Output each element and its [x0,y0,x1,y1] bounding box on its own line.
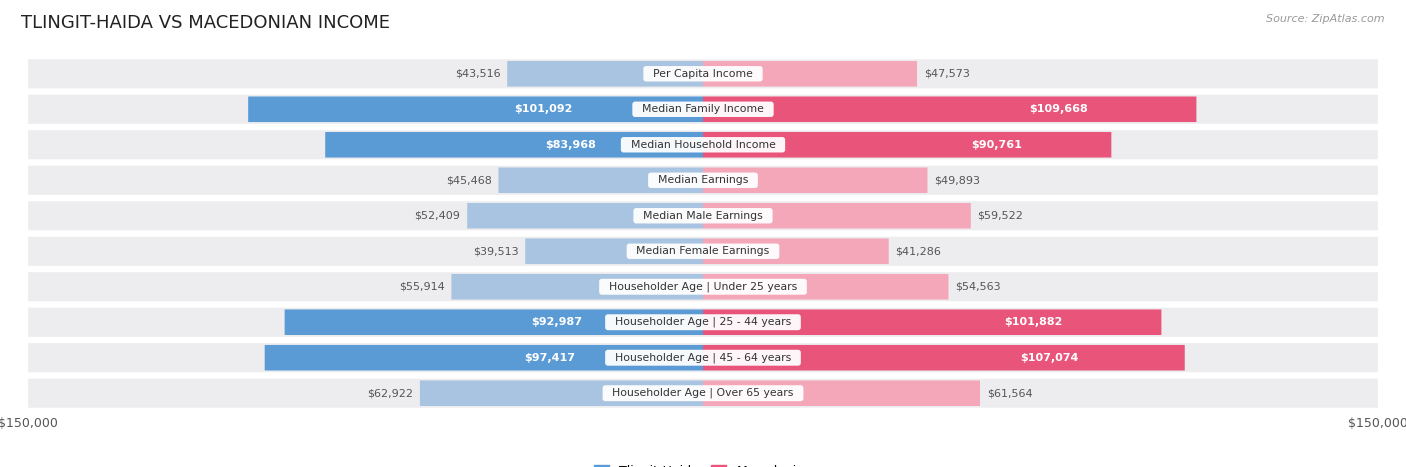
FancyBboxPatch shape [28,308,1378,337]
Text: Householder Age | Under 25 years: Householder Age | Under 25 years [602,282,804,292]
Text: $59,522: $59,522 [977,211,1024,221]
Text: $41,286: $41,286 [896,246,942,256]
Text: $47,573: $47,573 [924,69,970,79]
FancyBboxPatch shape [28,237,1378,266]
FancyBboxPatch shape [28,201,1378,230]
Text: Median Earnings: Median Earnings [651,175,755,185]
Text: Median Male Earnings: Median Male Earnings [636,211,770,221]
Text: $101,092: $101,092 [515,104,574,114]
FancyBboxPatch shape [264,345,703,370]
FancyBboxPatch shape [28,272,1378,301]
Text: $54,563: $54,563 [955,282,1001,292]
FancyBboxPatch shape [703,274,949,299]
Text: Householder Age | 25 - 44 years: Householder Age | 25 - 44 years [607,317,799,327]
FancyBboxPatch shape [526,239,703,264]
Text: Median Family Income: Median Family Income [636,104,770,114]
Text: Householder Age | 45 - 64 years: Householder Age | 45 - 64 years [607,353,799,363]
FancyBboxPatch shape [28,59,1378,88]
Text: $101,882: $101,882 [1004,317,1062,327]
FancyBboxPatch shape [703,168,928,193]
Text: $49,893: $49,893 [934,175,980,185]
FancyBboxPatch shape [703,239,889,264]
Text: $43,516: $43,516 [454,69,501,79]
Text: $45,468: $45,468 [446,175,492,185]
Text: TLINGIT-HAIDA VS MACEDONIAN INCOME: TLINGIT-HAIDA VS MACEDONIAN INCOME [21,14,389,32]
FancyBboxPatch shape [703,61,917,86]
Text: Per Capita Income: Per Capita Income [647,69,759,79]
Text: $39,513: $39,513 [472,246,519,256]
Text: $107,074: $107,074 [1021,353,1078,363]
FancyBboxPatch shape [284,310,703,335]
Text: $62,922: $62,922 [367,388,413,398]
FancyBboxPatch shape [508,61,703,86]
Legend: Tlingit-Haida, Macedonian: Tlingit-Haida, Macedonian [589,460,817,467]
Text: $55,914: $55,914 [399,282,444,292]
Text: $61,564: $61,564 [987,388,1032,398]
FancyBboxPatch shape [451,274,703,299]
Text: $83,968: $83,968 [546,140,596,150]
Text: Source: ZipAtlas.com: Source: ZipAtlas.com [1267,14,1385,24]
FancyBboxPatch shape [499,168,703,193]
FancyBboxPatch shape [28,343,1378,372]
Text: Median Female Earnings: Median Female Earnings [630,246,776,256]
FancyBboxPatch shape [28,166,1378,195]
FancyBboxPatch shape [703,203,970,228]
Text: $90,761: $90,761 [972,140,1022,150]
Text: $92,987: $92,987 [531,317,582,327]
FancyBboxPatch shape [467,203,703,228]
FancyBboxPatch shape [703,97,1197,122]
Text: $109,668: $109,668 [1029,104,1088,114]
Text: $52,409: $52,409 [415,211,460,221]
FancyBboxPatch shape [28,130,1378,159]
FancyBboxPatch shape [249,97,703,122]
FancyBboxPatch shape [703,381,980,406]
FancyBboxPatch shape [703,310,1161,335]
Text: $97,417: $97,417 [524,353,575,363]
FancyBboxPatch shape [325,132,703,157]
FancyBboxPatch shape [703,345,1185,370]
FancyBboxPatch shape [28,379,1378,408]
Text: Median Household Income: Median Household Income [624,140,782,150]
FancyBboxPatch shape [28,95,1378,124]
FancyBboxPatch shape [703,132,1111,157]
FancyBboxPatch shape [420,381,703,406]
Text: Householder Age | Over 65 years: Householder Age | Over 65 years [606,388,800,398]
